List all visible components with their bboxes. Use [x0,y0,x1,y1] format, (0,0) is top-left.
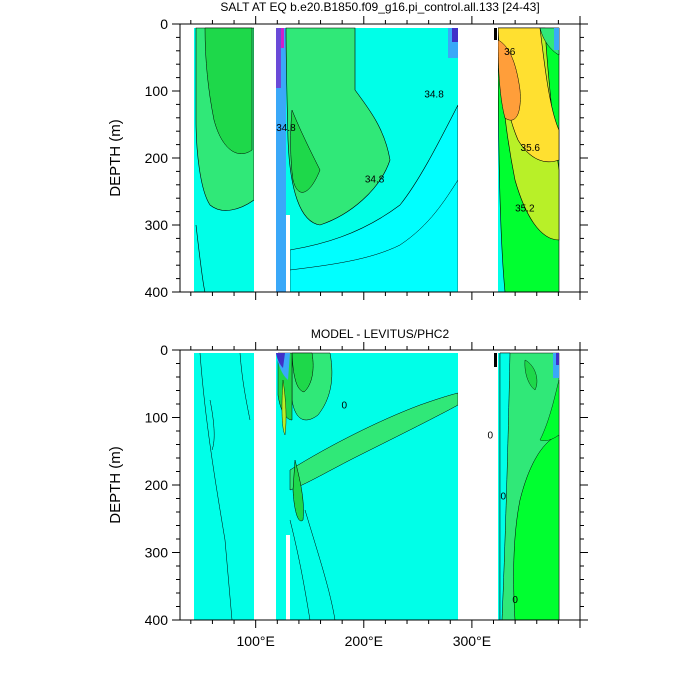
top-ticks: 0 100 200 300 400 [145,16,588,300]
top-ylabel: DEPTH (m) [107,119,124,197]
bottom-east-bright-green [513,434,560,620]
bottom-panel-title: MODEL - LEVITUS/PHC2 [311,327,450,341]
top-contour-label: 35.6 [521,143,541,154]
top-land-america-gap [458,24,498,292]
top-indian-green-inner [204,27,253,154]
bottom-contour-field [194,350,560,620]
top-contour-field [194,24,560,292]
bottom-contour-label: 0 [512,595,518,606]
top-pacific-west-blue [276,28,286,292]
top-contour-labels: 34.8 34.8 34.8 36 35.6 35.2 [276,47,540,214]
bottom-ytick-label: 100 [145,410,169,426]
bottom-ytick-label: 200 [145,477,169,493]
top-contour-label: 34.8 [276,123,296,134]
bottom-ytick-label: 400 [145,612,169,628]
top-ytick-label: 400 [145,284,169,300]
top-ytick-label: 100 [145,83,169,99]
bottom-contour-label: 0 [342,400,348,411]
top-land-africa-gap [254,24,276,292]
top-land-maritime-gap [286,215,290,292]
bottom-ticks: 0 100 200 300 400 100°E 200°E 300°E [145,342,588,649]
top-ytick-label: 0 [160,16,168,32]
bottom-xtick-label: 200°E [345,633,383,649]
top-panel: SALT AT EQ b.e20.B1850.f09_g16.pi_contro… [107,0,588,300]
bottom-contour-label: 0 [500,491,506,502]
bottom-contour-label: 0 [487,431,493,442]
bottom-land-africa-gap [254,350,276,620]
bottom-panel: MODEL - LEVITUS/PHC2 [107,327,588,649]
bottom-contour-labels: 0 0 0 0 [342,400,519,605]
top-contour-label: 34.8 [365,174,385,185]
bottom-land-maritime-gap [286,535,290,620]
top-contour-label: 36 [504,47,516,58]
top-contour-label: 35.2 [515,203,535,214]
top-panel-title: SALT AT EQ b.e20.B1850.f09_g16.pi_contro… [220,0,539,14]
bottom-ytick-label: 300 [145,545,169,561]
top-east-orange [497,39,521,121]
top-contour-label: 34.8 [424,89,444,100]
bottom-xtick-label: 300°E [453,633,491,649]
bottom-xtick-label: 100°E [237,633,275,649]
top-ytick-label: 300 [145,217,169,233]
bottom-ylabel: DEPTH (m) [107,446,124,524]
top-ytick-label: 200 [145,150,169,166]
bottom-land-america-gap [458,350,498,620]
bottom-ytick-label: 0 [160,342,168,358]
